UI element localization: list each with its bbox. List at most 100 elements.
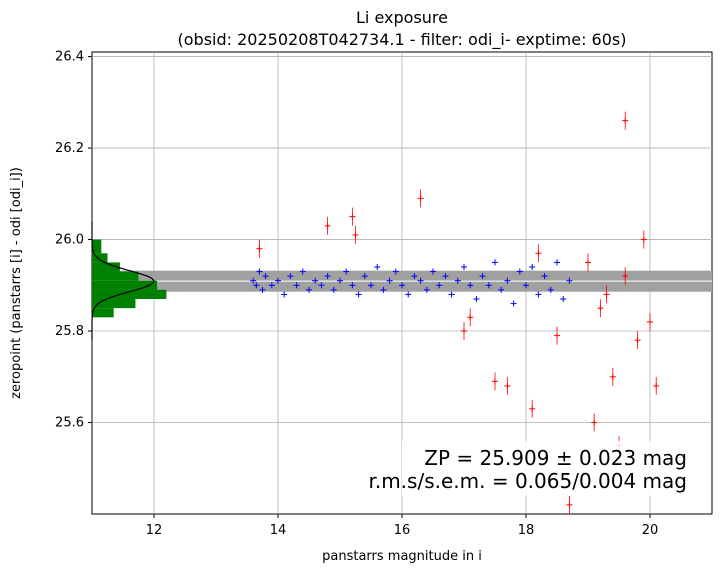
blue-point (299, 268, 306, 275)
blue-point (380, 286, 387, 293)
blue-point (392, 268, 399, 275)
blue-point (560, 296, 567, 303)
histogram (91, 221, 167, 341)
red-point (417, 189, 424, 208)
red-point (467, 308, 474, 327)
chart-title: Li exposure (356, 8, 448, 27)
blue-point (430, 268, 436, 275)
blue-point (368, 282, 374, 289)
red-point (461, 322, 467, 341)
red-point (622, 111, 629, 130)
blue-point (275, 277, 281, 284)
zeropoint-band (92, 270, 712, 292)
blue-point (423, 286, 430, 293)
blue-point (454, 277, 461, 284)
blue-point (306, 286, 312, 293)
blue-point (554, 259, 560, 266)
blue-point (411, 273, 418, 280)
blue-point (547, 286, 554, 293)
red-point (622, 267, 629, 286)
histogram-bar (92, 271, 139, 281)
y-tick-label: 25.8 (55, 324, 84, 339)
red-point (653, 376, 660, 395)
blue-point (436, 282, 443, 289)
blue-point (312, 277, 319, 284)
blue-point (318, 282, 325, 289)
red-point (529, 399, 536, 418)
blue-point (250, 277, 257, 284)
blue-point (259, 286, 266, 293)
red-point (603, 285, 610, 304)
blue-point (498, 286, 505, 293)
blue-point (448, 291, 455, 298)
histogram-bar (92, 239, 102, 254)
x-tick-label: 14 (270, 523, 287, 538)
red-point (647, 312, 653, 331)
blue-point (374, 263, 381, 270)
histogram-bar (92, 308, 114, 318)
blue-point (485, 282, 492, 289)
blue-point (516, 268, 523, 275)
red-point (492, 372, 498, 391)
red-point (634, 331, 641, 350)
blue-point (535, 291, 542, 298)
blue-point (355, 291, 362, 298)
blue-point (442, 273, 449, 280)
histogram-bar (92, 262, 120, 272)
red-point (504, 376, 511, 395)
y-ticks: 25.6 25.8 26.0 26.2 26.4 (55, 50, 84, 431)
x-tick-label: 12 (146, 523, 163, 538)
blue-point (461, 263, 467, 270)
red-point (535, 244, 542, 263)
x-tick-label: 20 (642, 523, 659, 538)
red-point (640, 230, 647, 249)
chart-subtitle: (obsid: 20250208T042734.1 - filter: odi_… (178, 30, 627, 50)
red-point (256, 239, 263, 258)
rms-annotation: r.m.s/s.e.m. = 0.065/0.004 mag (368, 469, 687, 493)
y-tick-label: 26.4 (55, 50, 84, 65)
red-point (591, 413, 598, 432)
blue-point (361, 273, 368, 280)
blue-point (523, 282, 529, 289)
gaussian-fit-curve (91, 221, 155, 341)
data-points (250, 111, 660, 514)
blue-point (256, 268, 263, 275)
blue-point (492, 259, 498, 266)
histogram-bar (92, 289, 167, 300)
blue-point (293, 282, 300, 289)
blue-point (281, 291, 288, 298)
blue-point (510, 300, 517, 307)
x-axis-label: panstarrs magnitude in i (322, 549, 482, 564)
red-point (566, 495, 573, 514)
red-point (352, 225, 359, 244)
blue-point (467, 282, 474, 289)
blue-point (343, 268, 350, 275)
blue-point (324, 273, 331, 280)
red-point (554, 326, 560, 345)
blue-point (504, 277, 511, 284)
histogram-bar (92, 299, 136, 309)
red-point (349, 207, 356, 226)
histogram-bar (92, 280, 158, 290)
blue-point (399, 282, 405, 289)
blue-point (417, 277, 424, 284)
annotation-box (402, 441, 688, 496)
y-tick-label: 25.6 (55, 416, 84, 431)
blue-point (566, 277, 573, 284)
blue-point (386, 277, 393, 284)
blue-point (253, 282, 260, 289)
x-tick-label: 16 (394, 523, 411, 538)
blue-point (529, 263, 536, 270)
zeropoint-annotation: ZP = 25.909 ± 0.023 mag (424, 446, 687, 470)
histogram-bar (92, 253, 108, 263)
blue-point (287, 273, 294, 280)
red-point (597, 299, 604, 318)
blue-point (473, 296, 480, 303)
blue-point (330, 286, 337, 293)
blue-point (337, 277, 343, 284)
blue-point (268, 282, 275, 289)
blue-point (349, 282, 356, 289)
blue-point (405, 291, 412, 298)
red-point (585, 253, 591, 272)
